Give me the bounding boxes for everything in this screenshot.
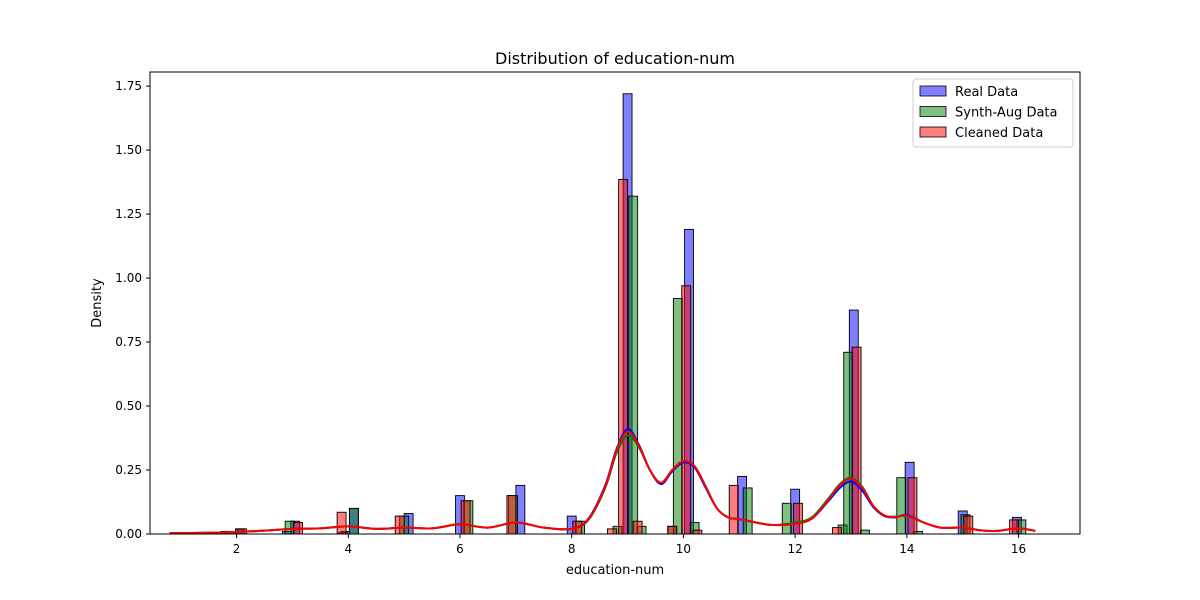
bar-synth-aug-data-16 bbox=[742, 487, 753, 535]
bar-synth-aug-data-5 bbox=[348, 507, 359, 535]
x-tick-label: 8 bbox=[568, 542, 576, 556]
bar-synth-aug-data-21 bbox=[896, 477, 907, 535]
bar-cleaned-data-17 bbox=[907, 477, 918, 535]
bar-synth-aug-data-14 bbox=[672, 298, 683, 535]
bar-cleaned-data-10 bbox=[667, 525, 678, 535]
bar-cleaned-data-5 bbox=[506, 495, 517, 535]
bar-cleaned-data-18 bbox=[963, 515, 974, 535]
bar-cleaned-data-19 bbox=[1009, 519, 1020, 535]
x-tick-label: 6 bbox=[456, 542, 464, 556]
kde-line-cleaned-data bbox=[169, 430, 1036, 535]
bar-synth-aug-data-20 bbox=[860, 529, 870, 535]
bar-synth-aug-data-17 bbox=[781, 502, 792, 535]
y-tick-label: 1.75 bbox=[115, 79, 142, 93]
y-tick-label: 1.25 bbox=[115, 207, 142, 221]
bar-cleaned-data-8 bbox=[618, 179, 629, 535]
x-axis: 2 4 6 8 10 12 14 16 bbox=[233, 534, 1026, 556]
bar-cleaned-data-9 bbox=[632, 520, 643, 535]
x-tick-label: 10 bbox=[676, 542, 691, 556]
bar-cleaned-data-7 bbox=[607, 528, 617, 535]
bar-cleaned-data-14 bbox=[793, 502, 803, 535]
y-tick-label: 0.50 bbox=[115, 399, 142, 413]
chart-title: Distribution of education-num bbox=[495, 49, 735, 68]
x-tick-label: 14 bbox=[899, 542, 914, 556]
bar-cleaned-data-13 bbox=[728, 484, 739, 535]
legend-label: Cleaned Data bbox=[955, 126, 1043, 141]
x-axis-label: education-num bbox=[566, 563, 664, 578]
bar-cleaned-data-3 bbox=[394, 515, 405, 535]
bar-cleaned-data-11 bbox=[681, 285, 692, 535]
legend-swatch bbox=[919, 126, 947, 138]
legend-swatch bbox=[919, 106, 947, 117]
y-tick-label: 1.50 bbox=[115, 143, 142, 157]
y-axis: 0.00 0.25 0.50 0.75 1.00 1.25 1.50 1.75 bbox=[115, 79, 150, 541]
y-tick-label: 1.00 bbox=[115, 271, 142, 285]
bar-synth-aug-data-3 bbox=[284, 520, 295, 535]
bar-synth-aug-data-19 bbox=[843, 351, 854, 535]
legend-swatch bbox=[919, 85, 947, 97]
bar-cleaned-data-16 bbox=[851, 346, 862, 535]
bar-synth-aug-data-11 bbox=[628, 195, 639, 535]
bar-cleaned-data-15 bbox=[832, 527, 842, 535]
plot-frame bbox=[149, 71, 1081, 535]
y-axis-label: Density bbox=[90, 278, 105, 328]
legend-label: Real Data bbox=[955, 85, 1018, 100]
legend-box bbox=[912, 78, 1074, 148]
kde-curves bbox=[169, 428, 1036, 535]
x-tick-label: 4 bbox=[344, 542, 352, 556]
x-tick-label: 12 bbox=[787, 542, 802, 556]
x-tick-label: 16 bbox=[1011, 542, 1026, 556]
bar-cleaned-data-12 bbox=[692, 529, 703, 535]
legend-label: Synth-Aug Data bbox=[955, 106, 1057, 121]
bar-cleaned-data-2 bbox=[336, 511, 347, 535]
y-tick-label: 0.75 bbox=[115, 335, 142, 349]
y-tick-label: 0.25 bbox=[115, 463, 142, 477]
bar-cleaned-data-4 bbox=[460, 500, 471, 535]
legend: Real Data Synth-Aug Data Cleaned Data bbox=[912, 78, 1074, 148]
y-tick-label: 0.00 bbox=[115, 527, 142, 541]
x-tick-label: 2 bbox=[233, 542, 241, 556]
